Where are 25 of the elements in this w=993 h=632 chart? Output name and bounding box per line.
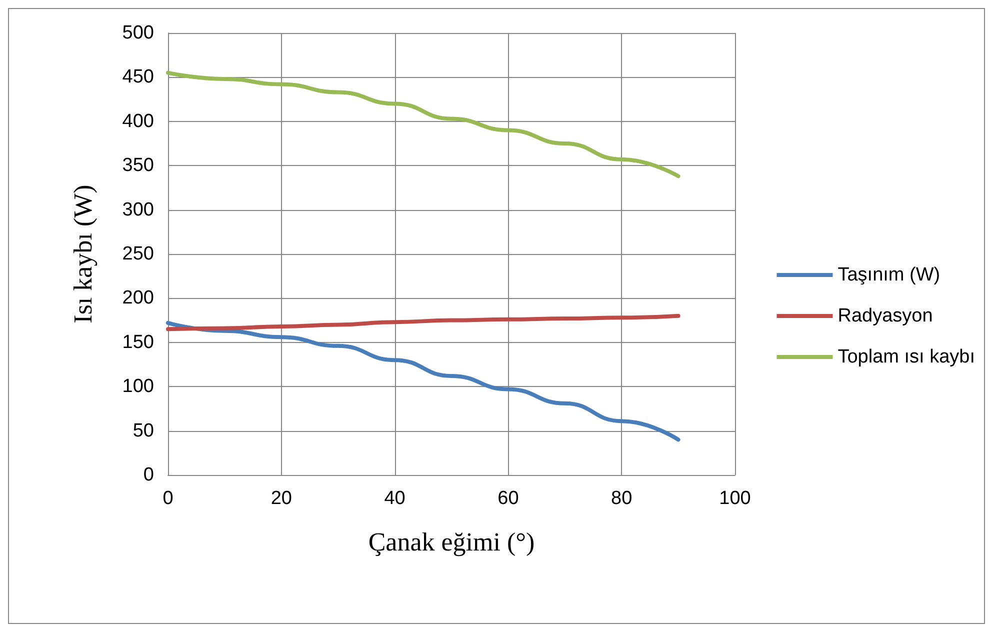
- x-tick-label: 40: [384, 488, 406, 509]
- x-axis-title: Çanak eğimi (°): [368, 528, 535, 556]
- y-tick-label: 450: [122, 66, 154, 88]
- line-series: [166, 70, 680, 178]
- legend-label: Radyasyon: [838, 306, 933, 326]
- legend-label: Toplam ısı kaybı: [838, 346, 976, 368]
- x-tick-label: 0: [162, 488, 174, 509]
- y-tick-label: 350: [122, 155, 154, 176]
- y-tick-label: 500: [122, 22, 154, 44]
- y-tick-label: 250: [122, 244, 154, 264]
- x-tick-label: 80: [611, 488, 632, 509]
- y-axis-title: Isı kaybı (W): [68, 184, 98, 324]
- legend-label: Taşınım (W): [838, 264, 940, 286]
- y-tick-label: 0: [143, 464, 154, 486]
- y-tick-label: 300: [122, 199, 154, 220]
- line-series: [166, 320, 680, 442]
- y-tick-label: 100: [122, 376, 154, 398]
- x-tick-label: 20: [270, 488, 292, 509]
- y-tick-label: 400: [122, 110, 154, 132]
- line-series: [166, 314, 680, 332]
- x-tick-label: 60: [498, 488, 519, 509]
- y-tick-label: 50: [132, 420, 154, 442]
- y-tick-label: 200: [122, 288, 154, 309]
- x-tick-label: 100: [719, 488, 751, 509]
- y-tick-label: 150: [122, 332, 154, 353]
